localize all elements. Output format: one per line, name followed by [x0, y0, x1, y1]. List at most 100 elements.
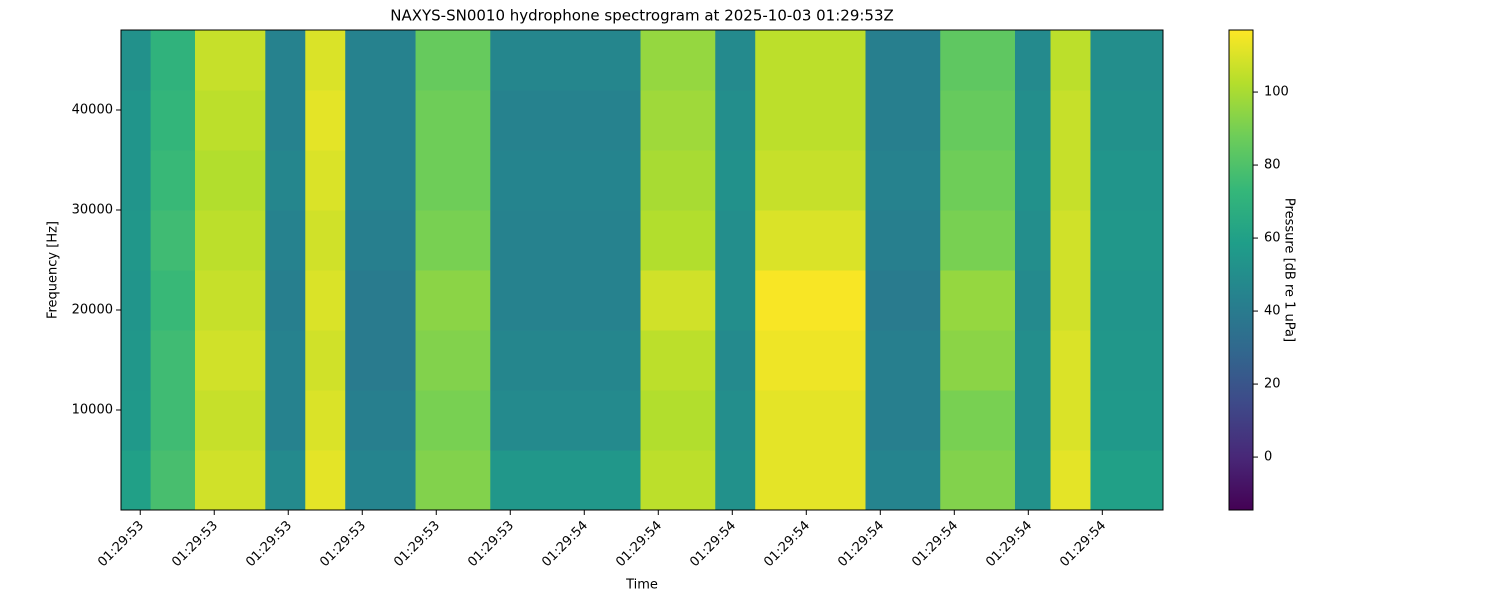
spectrogram-cell: [195, 150, 266, 211]
spectrogram-cell: [865, 150, 941, 211]
spectrogram-cell: [1014, 390, 1052, 451]
spectrogram-cell: [1014, 210, 1052, 271]
spectrogram-cell: [715, 30, 756, 91]
spectrogram-cell: [865, 210, 941, 271]
spectrogram-cell: [265, 330, 306, 391]
colorbar-tick-label: 80: [1264, 158, 1281, 173]
spectrogram-cell: [305, 390, 346, 451]
spectrogram-cell: [755, 150, 866, 211]
spectrogram-cell: [195, 450, 266, 511]
y-tick-label: 30000: [72, 203, 113, 218]
spectrogram-cell: [755, 390, 866, 451]
spectrogram-cell: [121, 210, 152, 271]
spectrogram-cell: [345, 90, 417, 151]
spectrogram-cell: [1014, 90, 1052, 151]
spectrogram-cell: [1090, 30, 1164, 91]
spectrogram-cell: [345, 210, 417, 271]
spectrogram-cell: [715, 330, 756, 391]
x-tick-label: 01:29:53: [317, 518, 369, 570]
spectrogram-cell: [865, 330, 941, 391]
spectrogram-cell: [640, 150, 716, 211]
spectrogram-cell: [1014, 270, 1052, 331]
x-tick-label: 01:29:54: [761, 518, 813, 570]
spectrogram-cell: [265, 90, 306, 151]
x-tick-label: 01:29:54: [909, 518, 961, 570]
spectrogram-cell: [265, 150, 306, 211]
spectrogram-cell: [415, 330, 491, 391]
spectrogram-cell: [1014, 150, 1052, 211]
spectrogram-cell: [715, 210, 756, 271]
spectrogram-cell: [715, 450, 756, 511]
spectrogram-cell: [345, 270, 417, 331]
spectrogram-cell: [715, 90, 756, 151]
plot-frame: [120, 29, 1164, 511]
spectrogram-cell: [1090, 450, 1164, 511]
spectrogram-cell: [265, 30, 306, 91]
spectrogram-cell: [121, 450, 152, 511]
y-tick-label: 10000: [72, 403, 113, 418]
spectrogram-cell: [490, 330, 642, 391]
spectrogram-cell: [865, 450, 941, 511]
spectrogram-cell: [1050, 150, 1091, 211]
spectrogram-cell: [345, 390, 417, 451]
spectrogram-cell: [1050, 390, 1091, 451]
spectrogram-cell: [195, 90, 266, 151]
spectrogram-cell: [305, 270, 346, 331]
spectrogram-cell: [305, 90, 346, 151]
spectrogram-cell: [121, 30, 152, 91]
spectrogram-cell: [305, 450, 346, 511]
spectrogram-cell: [490, 390, 642, 451]
spectrogram-cell: [1050, 450, 1091, 511]
spectrogram-cell: [715, 150, 756, 211]
spectrogram-cell: [940, 330, 1016, 391]
spectrogram-cell: [121, 150, 152, 211]
spectrogram-cell: [305, 210, 346, 271]
spectrogram-cell: [195, 390, 266, 451]
x-tick-label: 01:29:53: [243, 518, 295, 570]
spectrogram-cell: [940, 450, 1016, 511]
spectrogram-cell: [415, 210, 491, 271]
spectrogram-cell: [940, 150, 1016, 211]
x-tick-label: 01:29:54: [1057, 518, 1109, 570]
x-tick-label: 01:29:53: [95, 518, 147, 570]
heatmap: [121, 30, 1164, 511]
spectrogram-cell: [1090, 330, 1164, 391]
spectrogram-cell: [265, 450, 306, 511]
spectrogram-cell: [121, 390, 152, 451]
x-tick-label: 01:29:54: [613, 518, 665, 570]
y-tick-label: 40000: [72, 103, 113, 118]
spectrogram-cell: [1090, 90, 1164, 151]
spectrogram-cell: [865, 390, 941, 451]
spectrogram-cell: [755, 450, 866, 511]
spectrogram-cell: [121, 330, 152, 391]
spectrogram-cell: [150, 210, 196, 271]
spectrogram-cell: [1014, 450, 1052, 511]
spectrogram-cell: [265, 390, 306, 451]
spectrogram-cell: [150, 330, 196, 391]
spectrogram-cell: [415, 30, 491, 91]
spectrogram-cell: [755, 330, 866, 391]
spectrogram-cell: [490, 90, 642, 151]
spectrogram-cell: [265, 270, 306, 331]
spectrogram-cell: [1050, 210, 1091, 271]
x-tick-label: 01:29:53: [169, 518, 221, 570]
spectrogram-cell: [490, 150, 642, 211]
spectrogram-cell: [305, 330, 346, 391]
y-axis-label: Frequency [Hz]: [46, 221, 61, 319]
spectrogram-cell: [1090, 210, 1164, 271]
spectrogram-cell: [345, 30, 417, 91]
x-tick-label: 01:29:53: [465, 518, 517, 570]
chart-title: NAXYS-SN0010 hydrophone spectrogram at 2…: [390, 7, 894, 25]
spectrogram-cell: [640, 390, 716, 451]
colorbar-label: Pressure [dB re 1 uPa]: [1282, 198, 1297, 342]
spectrogram-cell: [640, 210, 716, 271]
x-tick-label: 01:29:54: [539, 518, 591, 570]
spectrogram-cell: [1090, 150, 1164, 211]
spectrogram-cell: [415, 390, 491, 451]
spectrogram-cell: [640, 330, 716, 391]
spectrogram-cell: [265, 210, 306, 271]
spectrogram-cell: [305, 30, 346, 91]
spectrogram-cell: [150, 150, 196, 211]
spectrogram-cell: [640, 90, 716, 151]
spectrogram-cell: [490, 210, 642, 271]
